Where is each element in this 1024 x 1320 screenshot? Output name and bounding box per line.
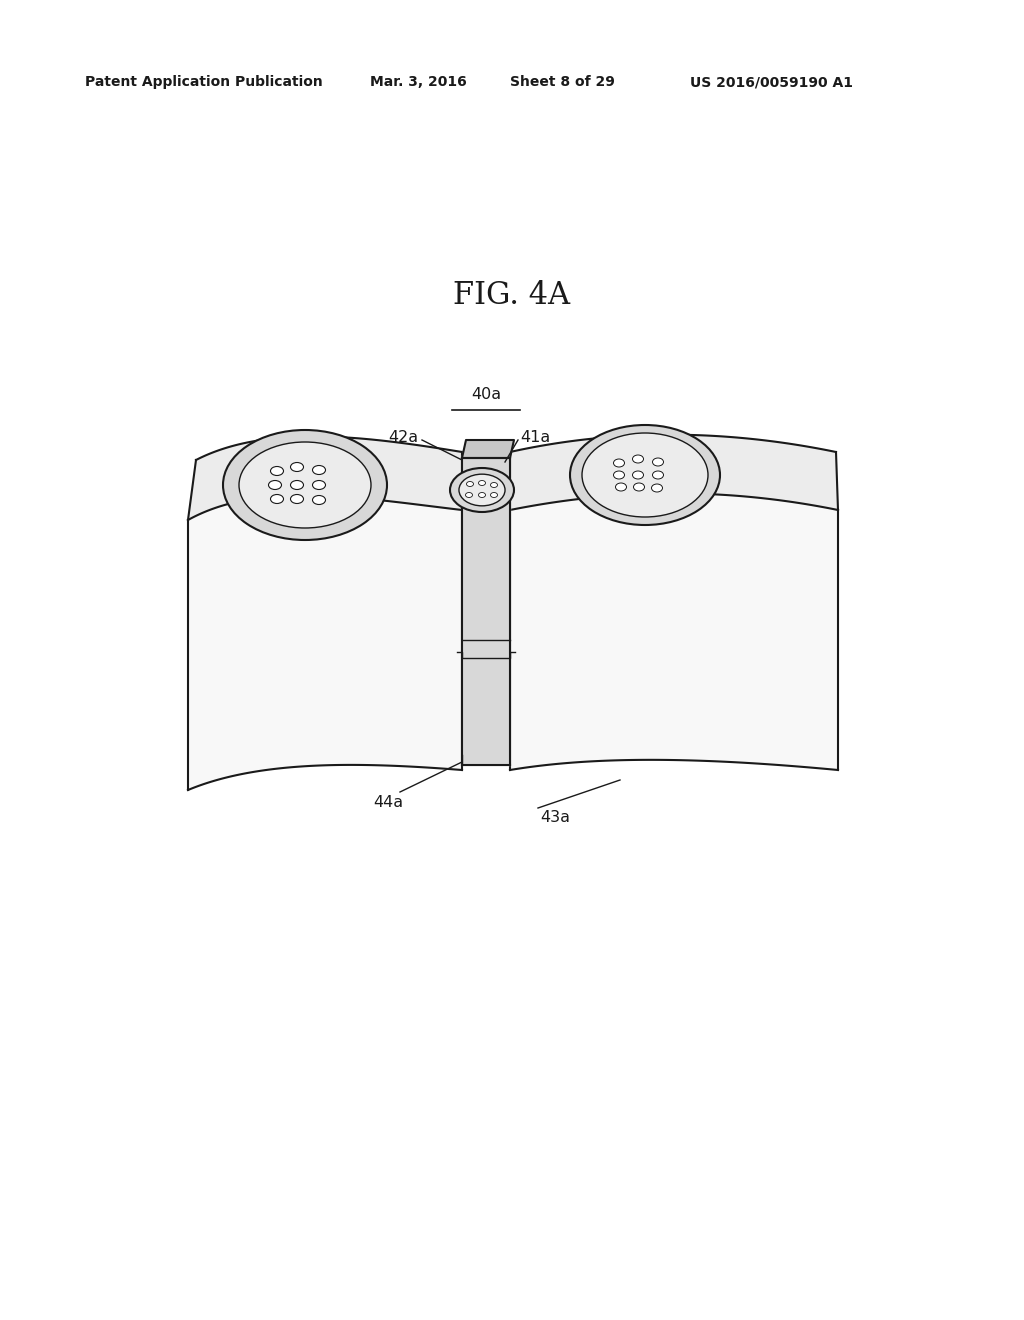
Ellipse shape: [291, 480, 303, 490]
Text: FIG. 4A: FIG. 4A: [454, 280, 570, 312]
Text: 40a: 40a: [471, 387, 501, 403]
Text: Mar. 3, 2016: Mar. 3, 2016: [370, 75, 467, 88]
Polygon shape: [462, 440, 514, 458]
Ellipse shape: [467, 482, 473, 487]
Ellipse shape: [615, 483, 627, 491]
Ellipse shape: [652, 471, 664, 479]
Ellipse shape: [613, 459, 625, 467]
Text: Sheet 8 of 29: Sheet 8 of 29: [510, 75, 614, 88]
Ellipse shape: [490, 492, 498, 498]
Text: 44a: 44a: [373, 795, 403, 810]
Ellipse shape: [478, 480, 485, 486]
Ellipse shape: [634, 483, 644, 491]
Ellipse shape: [312, 495, 326, 504]
Ellipse shape: [633, 455, 643, 463]
Ellipse shape: [312, 480, 326, 490]
Text: Patent Application Publication: Patent Application Publication: [85, 75, 323, 88]
Ellipse shape: [450, 469, 514, 512]
Ellipse shape: [291, 495, 303, 503]
Ellipse shape: [478, 492, 485, 498]
Polygon shape: [188, 437, 462, 520]
Ellipse shape: [582, 433, 708, 517]
Polygon shape: [188, 495, 462, 789]
Ellipse shape: [223, 430, 387, 540]
Polygon shape: [510, 434, 838, 510]
Ellipse shape: [613, 471, 625, 479]
Ellipse shape: [268, 480, 282, 490]
Ellipse shape: [459, 474, 505, 506]
Text: 41a: 41a: [520, 430, 550, 445]
Text: US 2016/0059190 A1: US 2016/0059190 A1: [690, 75, 853, 88]
Ellipse shape: [312, 466, 326, 474]
Ellipse shape: [291, 462, 303, 471]
Ellipse shape: [270, 466, 284, 475]
Ellipse shape: [570, 425, 720, 525]
Ellipse shape: [270, 495, 284, 503]
Ellipse shape: [651, 484, 663, 492]
Ellipse shape: [652, 458, 664, 466]
Text: 42a: 42a: [388, 430, 418, 445]
Ellipse shape: [466, 492, 472, 498]
Text: 43a: 43a: [540, 810, 570, 825]
Ellipse shape: [490, 483, 498, 487]
Ellipse shape: [239, 442, 371, 528]
Polygon shape: [462, 458, 510, 766]
Polygon shape: [510, 494, 838, 770]
Ellipse shape: [633, 471, 643, 479]
